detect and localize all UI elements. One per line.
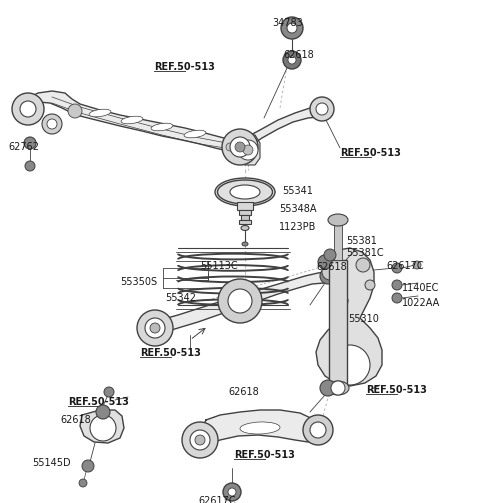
Ellipse shape xyxy=(121,116,143,124)
Text: 62617C: 62617C xyxy=(198,496,236,503)
Text: 62618: 62618 xyxy=(316,262,347,272)
Text: 55310: 55310 xyxy=(348,314,379,324)
Circle shape xyxy=(42,114,62,134)
Circle shape xyxy=(303,415,333,445)
Circle shape xyxy=(230,137,250,157)
Circle shape xyxy=(223,483,241,501)
Bar xyxy=(239,220,251,224)
Circle shape xyxy=(392,263,402,273)
Circle shape xyxy=(96,405,110,419)
Circle shape xyxy=(322,264,338,280)
Ellipse shape xyxy=(241,225,249,230)
Circle shape xyxy=(318,255,332,269)
Text: REF.50-513: REF.50-513 xyxy=(234,450,295,460)
Text: 55350S: 55350S xyxy=(120,277,157,287)
Circle shape xyxy=(190,430,210,450)
Text: 1123PB: 1123PB xyxy=(279,222,316,232)
Text: 55145D: 55145D xyxy=(32,458,71,468)
Circle shape xyxy=(104,387,114,397)
Circle shape xyxy=(238,140,258,160)
Circle shape xyxy=(222,129,258,165)
Circle shape xyxy=(195,435,205,445)
Circle shape xyxy=(320,380,336,396)
Ellipse shape xyxy=(184,130,206,138)
Circle shape xyxy=(82,460,94,472)
Text: REF.50-513: REF.50-513 xyxy=(340,148,401,158)
Text: 62618: 62618 xyxy=(283,50,314,60)
Circle shape xyxy=(320,268,336,284)
Circle shape xyxy=(310,422,326,438)
Text: 1140EC: 1140EC xyxy=(402,283,439,293)
Circle shape xyxy=(218,279,262,323)
Text: REF.50-513: REF.50-513 xyxy=(154,62,215,72)
Ellipse shape xyxy=(89,109,111,117)
Circle shape xyxy=(79,479,87,487)
Text: REF.50-513: REF.50-513 xyxy=(140,348,201,358)
Circle shape xyxy=(283,51,301,69)
Circle shape xyxy=(182,422,218,458)
Circle shape xyxy=(12,93,44,125)
Ellipse shape xyxy=(215,178,275,206)
Circle shape xyxy=(20,101,36,117)
Text: 34783: 34783 xyxy=(272,18,303,28)
Text: 62618: 62618 xyxy=(60,415,91,425)
Polygon shape xyxy=(18,91,242,153)
Circle shape xyxy=(413,261,421,269)
Circle shape xyxy=(243,145,253,155)
Circle shape xyxy=(310,97,334,121)
Circle shape xyxy=(228,289,252,313)
Circle shape xyxy=(68,104,82,118)
Circle shape xyxy=(356,258,370,272)
Text: 55348A: 55348A xyxy=(279,204,316,214)
Circle shape xyxy=(226,143,234,151)
Circle shape xyxy=(392,293,402,303)
Circle shape xyxy=(316,103,328,115)
Text: 55113C: 55113C xyxy=(200,261,238,271)
Circle shape xyxy=(287,23,297,33)
Ellipse shape xyxy=(328,214,348,226)
Text: 1022AA: 1022AA xyxy=(402,298,440,308)
Ellipse shape xyxy=(327,381,349,395)
Polygon shape xyxy=(245,107,324,150)
Text: REF.50-513: REF.50-513 xyxy=(366,385,427,395)
Circle shape xyxy=(392,280,402,290)
Text: 55342: 55342 xyxy=(165,293,196,303)
Ellipse shape xyxy=(151,123,173,131)
Circle shape xyxy=(331,381,345,395)
Text: 55381C: 55381C xyxy=(346,248,384,258)
Circle shape xyxy=(24,137,36,149)
Text: 62618: 62618 xyxy=(228,387,259,397)
Circle shape xyxy=(150,323,160,333)
Circle shape xyxy=(281,17,303,39)
Circle shape xyxy=(145,318,165,338)
Text: 62617C: 62617C xyxy=(386,261,424,271)
Bar xyxy=(329,260,347,388)
Polygon shape xyxy=(152,272,330,335)
Ellipse shape xyxy=(242,242,248,246)
Bar xyxy=(241,215,249,220)
Circle shape xyxy=(235,142,245,152)
Circle shape xyxy=(90,415,116,441)
Text: 55381: 55381 xyxy=(346,236,377,246)
Ellipse shape xyxy=(230,185,260,199)
Text: 62762: 62762 xyxy=(8,142,39,152)
Polygon shape xyxy=(232,135,260,165)
Circle shape xyxy=(365,280,375,290)
Text: REF.50-513: REF.50-513 xyxy=(68,397,129,407)
Text: 55341: 55341 xyxy=(282,186,313,196)
Circle shape xyxy=(137,310,173,346)
Ellipse shape xyxy=(240,422,280,434)
Circle shape xyxy=(330,345,370,385)
Circle shape xyxy=(288,56,296,64)
Bar xyxy=(237,202,253,210)
Circle shape xyxy=(324,249,336,261)
Polygon shape xyxy=(198,410,320,448)
Bar xyxy=(334,220,342,260)
Bar xyxy=(239,210,251,215)
Circle shape xyxy=(47,119,57,129)
Polygon shape xyxy=(80,410,124,443)
Circle shape xyxy=(228,488,236,496)
Polygon shape xyxy=(316,248,382,386)
Circle shape xyxy=(25,161,35,171)
